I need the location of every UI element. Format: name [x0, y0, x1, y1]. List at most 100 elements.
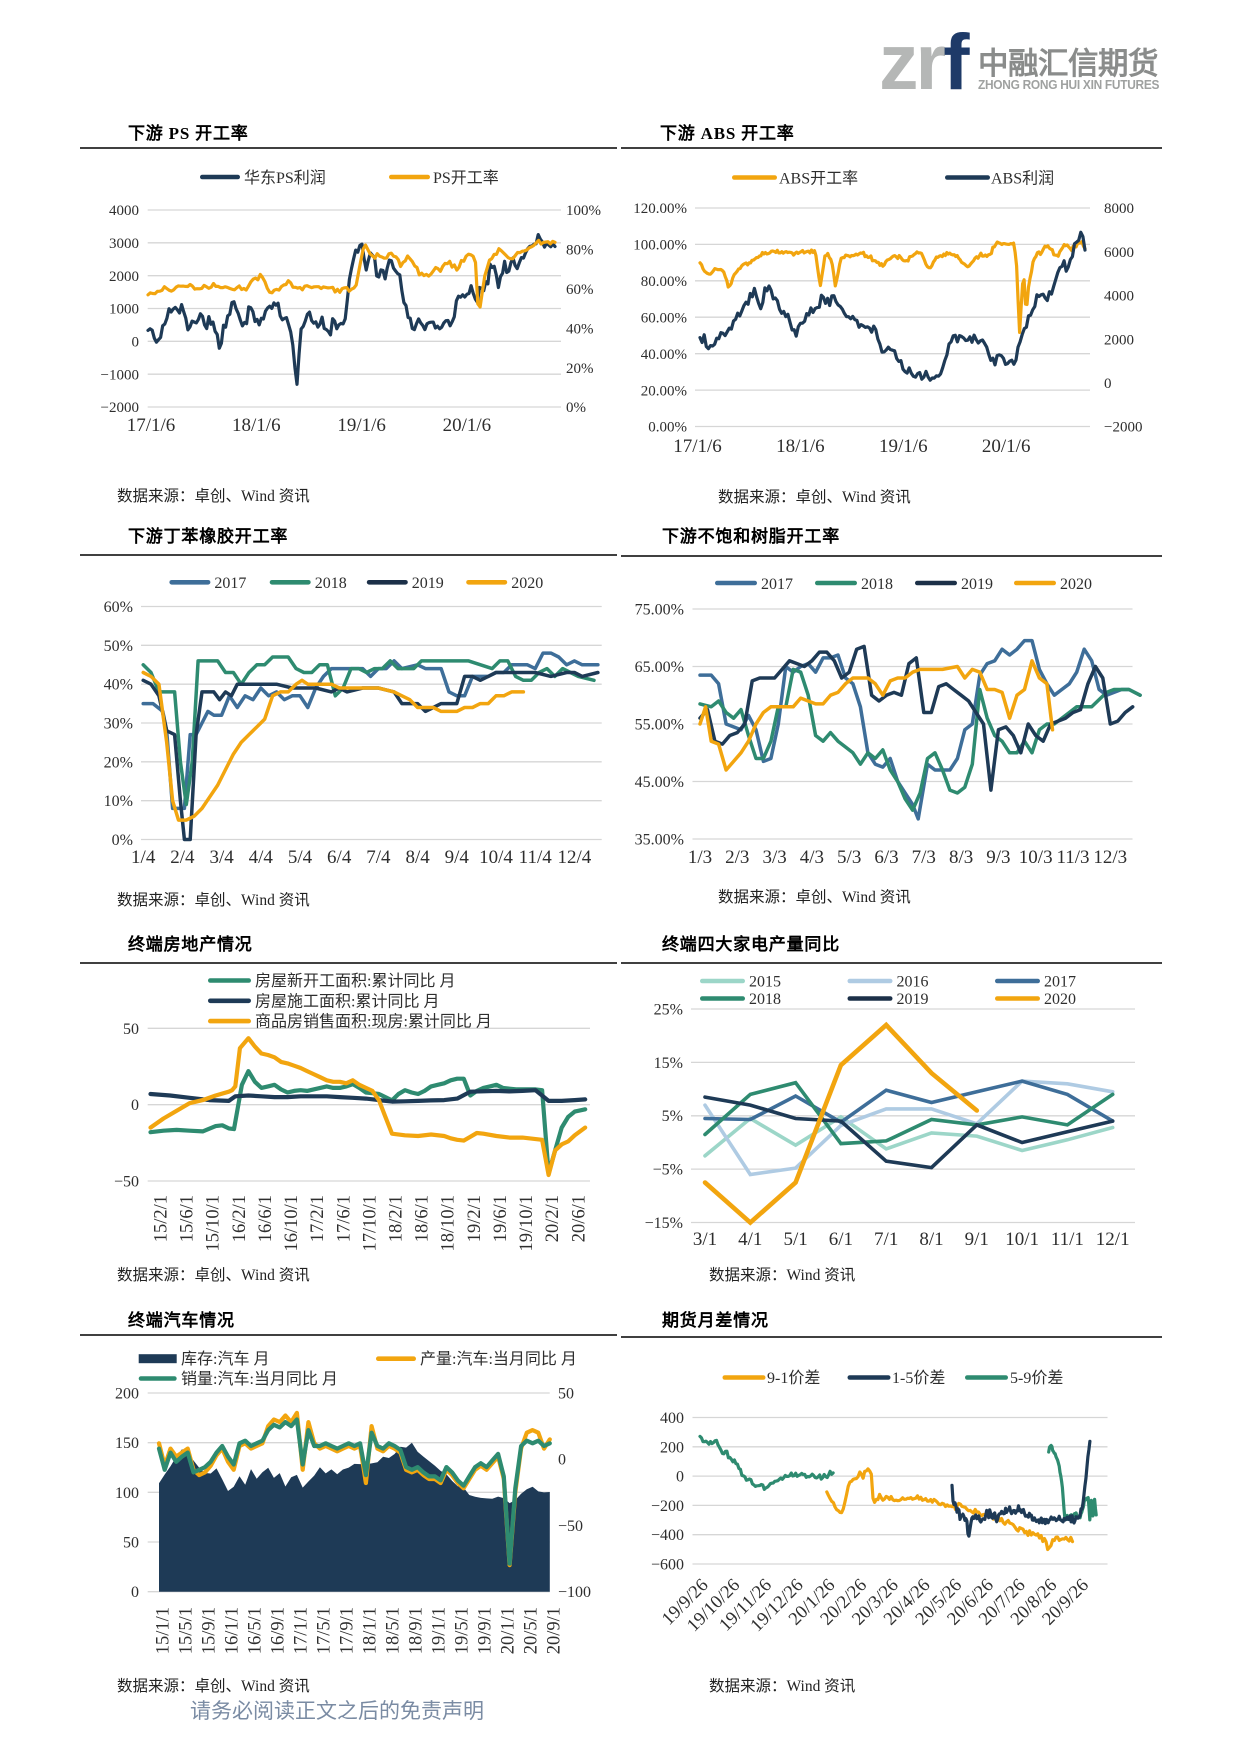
- svg-text:50%: 50%: [104, 638, 133, 655]
- svg-text:15/10/1: 15/10/1: [204, 1195, 224, 1252]
- svg-text:150: 150: [115, 1435, 139, 1452]
- svg-text:5/1: 5/1: [783, 1229, 807, 1250]
- svg-text:−5%: −5%: [653, 1162, 683, 1179]
- svg-text:9/3: 9/3: [986, 847, 1010, 868]
- svg-text:10/1: 10/1: [1005, 1229, 1039, 1250]
- svg-text:库存:汽车 月: 库存:汽车 月: [181, 1350, 269, 1368]
- svg-text:11/3: 11/3: [1056, 847, 1089, 868]
- svg-text:房屋新开工面积:累计同比 月: 房屋新开工面积:累计同比 月: [255, 972, 455, 990]
- svg-text:50: 50: [123, 1535, 139, 1552]
- svg-text:19/6/1: 19/6/1: [491, 1195, 511, 1242]
- svg-text:80.00%: 80.00%: [641, 274, 687, 290]
- svg-text:18/9/1: 18/9/1: [406, 1607, 426, 1654]
- svg-text:19/5/1: 19/5/1: [452, 1607, 472, 1654]
- svg-text:−2000: −2000: [1104, 420, 1142, 436]
- svg-text:15/5/1: 15/5/1: [177, 1607, 197, 1654]
- svg-text:16/5/1: 16/5/1: [246, 1607, 266, 1654]
- svg-text:−100: −100: [558, 1584, 591, 1601]
- svg-text:11/1: 11/1: [1051, 1229, 1084, 1250]
- svg-text:18/2/1: 18/2/1: [387, 1195, 407, 1242]
- svg-text:20/2/1: 20/2/1: [543, 1195, 563, 1242]
- svg-text:50: 50: [123, 1021, 139, 1038]
- svg-text:20/1/6: 20/1/6: [443, 415, 492, 436]
- svg-text:ABS利润: ABS利润: [991, 170, 1054, 188]
- svg-text:100.00%: 100.00%: [633, 238, 687, 254]
- svg-text:15/2/1: 15/2/1: [152, 1195, 172, 1242]
- svg-text:0: 0: [131, 1584, 139, 1601]
- svg-text:5-9价差: 5-9价差: [1010, 1369, 1063, 1387]
- svg-text:2000: 2000: [109, 269, 139, 285]
- svg-text:0: 0: [131, 1097, 139, 1114]
- svg-text:4/3: 4/3: [800, 847, 824, 868]
- svg-text:3/1: 3/1: [693, 1229, 717, 1250]
- svg-text:80%: 80%: [566, 243, 594, 259]
- svg-text:4000: 4000: [1104, 289, 1134, 305]
- svg-text:4000: 4000: [109, 203, 139, 219]
- svg-text:16/2/1: 16/2/1: [230, 1195, 250, 1242]
- svg-text:10/3: 10/3: [1019, 847, 1053, 868]
- svg-text:19/10/1: 19/10/1: [517, 1195, 537, 1252]
- svg-text:2019: 2019: [897, 991, 929, 1008]
- svg-text:−200: −200: [651, 1498, 684, 1515]
- svg-text:11/4: 11/4: [519, 847, 553, 868]
- svg-text:华东PS利润: 华东PS利润: [244, 169, 326, 187]
- svg-text:18/5/1: 18/5/1: [383, 1607, 403, 1654]
- svg-text:400: 400: [660, 1410, 684, 1427]
- svg-text:2000: 2000: [1104, 332, 1134, 348]
- svg-text:15/1/1: 15/1/1: [154, 1607, 174, 1654]
- svg-text:8/3: 8/3: [949, 847, 973, 868]
- svg-text:8000: 8000: [1104, 201, 1134, 217]
- svg-text:18/1/1: 18/1/1: [360, 1607, 380, 1654]
- svg-text:2/4: 2/4: [170, 847, 195, 868]
- svg-text:17/1/1: 17/1/1: [291, 1607, 311, 1654]
- svg-text:4/4: 4/4: [249, 847, 274, 868]
- svg-text:7/4: 7/4: [366, 847, 391, 868]
- svg-text:3/3: 3/3: [762, 847, 786, 868]
- svg-text:2020: 2020: [1044, 991, 1076, 1008]
- svg-text:75.00%: 75.00%: [635, 602, 684, 619]
- svg-text:40%: 40%: [104, 677, 133, 694]
- svg-text:−1000: −1000: [101, 367, 139, 383]
- svg-text:17/9/1: 17/9/1: [337, 1607, 357, 1654]
- svg-text:17/1/6: 17/1/6: [127, 415, 176, 436]
- svg-text:20/1/1: 20/1/1: [498, 1607, 518, 1654]
- svg-text:6/3: 6/3: [874, 847, 898, 868]
- svg-text:18/1/6: 18/1/6: [232, 415, 281, 436]
- svg-text:2019: 2019: [961, 576, 993, 593]
- svg-text:2017: 2017: [1044, 974, 1076, 991]
- svg-text:9-1价差: 9-1价差: [767, 1369, 820, 1387]
- svg-text:2017: 2017: [761, 576, 793, 593]
- svg-text:−400: −400: [651, 1527, 684, 1544]
- svg-text:−600: −600: [651, 1557, 684, 1574]
- svg-text:25%: 25%: [654, 1002, 683, 1019]
- svg-text:45.00%: 45.00%: [635, 774, 684, 791]
- svg-text:0: 0: [1104, 376, 1112, 392]
- svg-text:房屋施工面积:累计同比 月: 房屋施工面积:累计同比 月: [255, 992, 439, 1010]
- svg-text:35.00%: 35.00%: [635, 832, 684, 849]
- svg-text:2018: 2018: [315, 575, 347, 592]
- svg-text:2015: 2015: [749, 974, 781, 991]
- svg-text:120.00%: 120.00%: [633, 201, 687, 217]
- svg-text:2016: 2016: [897, 974, 929, 991]
- svg-text:17/5/1: 17/5/1: [314, 1607, 334, 1654]
- svg-text:−15%: −15%: [645, 1215, 683, 1232]
- svg-text:19/1/6: 19/1/6: [337, 415, 386, 436]
- svg-text:2018: 2018: [861, 576, 893, 593]
- svg-text:12/1: 12/1: [1096, 1229, 1130, 1250]
- svg-text:16/9/1: 16/9/1: [268, 1607, 288, 1654]
- svg-text:19/2/1: 19/2/1: [465, 1195, 485, 1242]
- svg-text:60%: 60%: [104, 599, 133, 616]
- svg-text:5/3: 5/3: [837, 847, 861, 868]
- svg-text:40.00%: 40.00%: [641, 347, 687, 363]
- svg-text:10/4: 10/4: [479, 847, 513, 868]
- svg-text:20/1/6: 20/1/6: [982, 436, 1031, 457]
- svg-text:1/4: 1/4: [131, 847, 156, 868]
- svg-text:PS开工率: PS开工率: [433, 169, 499, 187]
- svg-text:18/6/1: 18/6/1: [413, 1195, 433, 1242]
- svg-text:2019: 2019: [412, 575, 444, 592]
- svg-text:17/1/6: 17/1/6: [673, 436, 722, 457]
- svg-text:8/4: 8/4: [405, 847, 430, 868]
- svg-text:5%: 5%: [662, 1108, 683, 1125]
- svg-text:9/4: 9/4: [445, 847, 470, 868]
- svg-text:20/6/1: 20/6/1: [569, 1195, 589, 1242]
